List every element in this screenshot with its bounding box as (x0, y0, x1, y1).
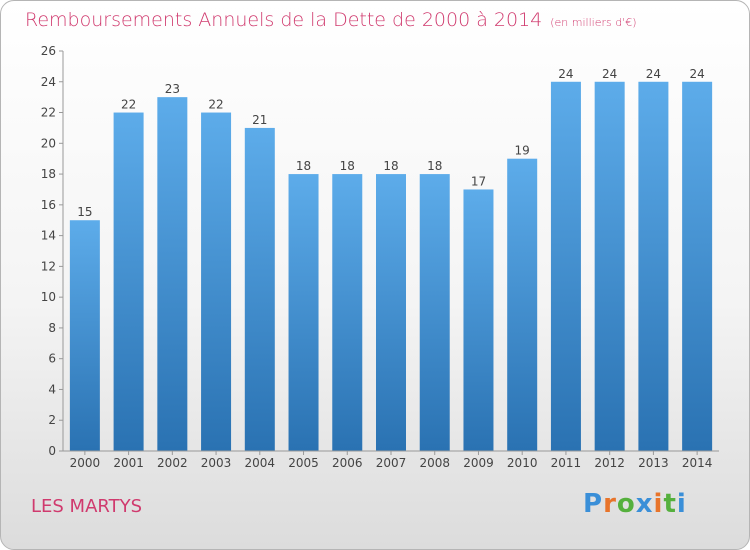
x-tick-label: 2004 (245, 456, 276, 470)
bar-value-label: 18 (427, 159, 442, 173)
x-tick-label: 2014 (682, 456, 713, 470)
y-tick-label: 0 (48, 444, 56, 458)
logo-letter: i (653, 489, 664, 519)
bars: 15 22 23 22 21 18 18 18 18 17 19 24 24 24 24 (69, 67, 713, 452)
bar-value-label: 15 (77, 205, 92, 219)
y-tick-label: 8 (48, 321, 56, 335)
logo-letter: t (663, 489, 677, 519)
logo-letter: i (676, 489, 687, 519)
bar-value-label: 18 (383, 159, 398, 173)
bar-value-label: 18 (340, 159, 355, 173)
y-tick-label: 12 (41, 259, 56, 273)
x-tick-label: 2011 (551, 456, 582, 470)
bar (201, 112, 232, 452)
proxiti-logo[interactable]: Proxiti (583, 489, 687, 519)
chart-title: Remboursements Annuels de la Dette de 20… (25, 9, 637, 31)
bar-value-label: 24 (689, 67, 704, 81)
x-axis: 2000 2001 2002 2003 2004 2005 2006 2007 2008 2009… (63, 450, 719, 470)
bar-value-label: 17 (471, 174, 486, 188)
x-tick-label: 2009 (463, 456, 494, 470)
y-tick-label: 26 (41, 44, 56, 58)
bar-value-label: 24 (558, 67, 573, 81)
y-tick-label: 22 (41, 106, 56, 120)
bar-value-label: 24 (646, 67, 661, 81)
y-tick-label: 20 (41, 136, 56, 150)
logo-letter: P (583, 489, 604, 519)
bar-value-label: 21 (252, 113, 267, 127)
bar-value-label: 22 (208, 98, 223, 112)
bar-value-label: 19 (515, 144, 530, 158)
x-tick-label: 2000 (70, 456, 101, 470)
y-tick-label: 14 (41, 229, 56, 243)
bar (69, 220, 100, 451)
commune-name: LES MARTYS (31, 496, 143, 517)
bar (157, 97, 188, 452)
bar (463, 189, 494, 451)
x-tick-label: 2005 (288, 456, 319, 470)
bar-value-label: 18 (296, 159, 311, 173)
x-tick-label: 2012 (594, 456, 625, 470)
y-tick-label: 4 (48, 382, 56, 396)
bar-value-label: 24 (602, 67, 617, 81)
bar (682, 81, 713, 452)
x-tick-label: 2002 (157, 456, 188, 470)
bar (376, 174, 406, 452)
bar (594, 81, 625, 452)
x-tick-label: 2006 (332, 456, 363, 470)
bar (419, 174, 450, 452)
bar-value-label: 22 (121, 98, 136, 112)
bar (550, 81, 581, 452)
y-tick-label: 6 (48, 352, 56, 366)
chart-title-text: Remboursements Annuels de la Dette de 20… (25, 9, 543, 31)
x-tick-label: 2010 (507, 456, 538, 470)
logo-letter: x (635, 489, 654, 519)
x-tick-label: 2013 (638, 456, 669, 470)
bar-value-label: 23 (165, 82, 180, 96)
bar (244, 127, 275, 451)
x-tick-label: 2001 (113, 456, 144, 470)
y-tick-label: 24 (41, 75, 56, 89)
y-tick-label: 2 (48, 413, 56, 427)
bar (113, 112, 144, 452)
y-tick-label: 16 (41, 198, 56, 212)
x-tick-label: 2008 (419, 456, 450, 470)
bar (638, 81, 669, 452)
chart-subtitle: (en milliers d'€) (550, 16, 637, 29)
y-tick-label: 10 (41, 290, 56, 304)
logo-letter: r (603, 489, 617, 519)
bar (288, 174, 319, 452)
x-tick-label: 2003 (201, 456, 232, 470)
bar (507, 158, 538, 451)
y-tick-label: 18 (41, 167, 56, 181)
x-tick-label: 2007 (376, 456, 407, 470)
logo-letter: o (616, 489, 636, 519)
bar (332, 174, 363, 452)
